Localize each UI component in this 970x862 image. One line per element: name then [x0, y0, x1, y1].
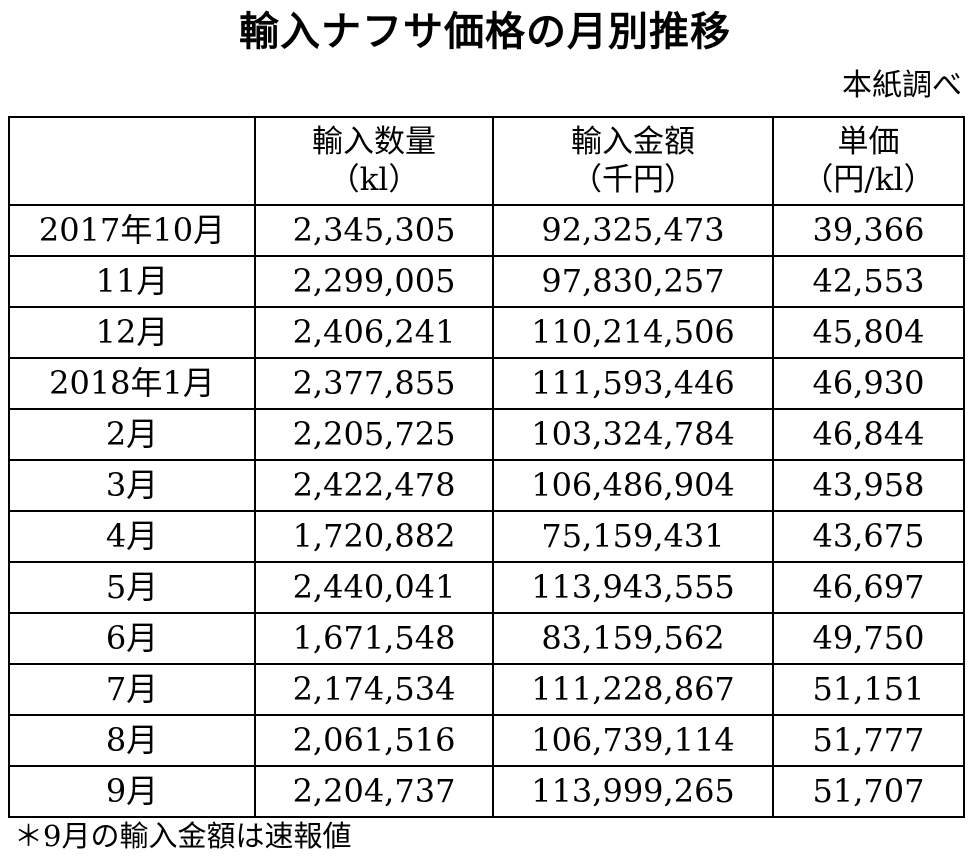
table-header: 輸入数量 （kl） 輸入金額 （千円） 単価 （円/kl）: [8, 116, 965, 206]
table-body: 2017年10月 2,345,305 92,325,473 39,366 11月 2,29…: [8, 204, 965, 818]
cell-amount: 111,593,446: [492, 357, 774, 410]
header-volume-label: 輸入数量: [312, 124, 436, 160]
table-row: 7月 2,174,534 111,228,867 51,151: [8, 663, 965, 716]
table-row: 2018年1月 2,377,855 111,593,446 46,930: [8, 357, 965, 410]
header-amount-unit: （千円）: [571, 162, 695, 198]
price-table: 輸入数量 （kl） 輸入金額 （千円） 単価 （円/kl） 2017年10月 2,…: [8, 116, 965, 818]
cell-volume: 2,299,005: [254, 255, 494, 308]
cell-period: 2月: [8, 408, 256, 461]
cell-period: 9月: [8, 765, 256, 818]
header-volume-unit: （kl）: [328, 162, 420, 198]
footnote: ＊9月の輸入金額は速報値: [14, 819, 352, 853]
table-row: 8月 2,061,516 106,739,114 51,777: [8, 714, 965, 767]
cell-period: 11月: [8, 255, 256, 308]
header-cell-unit-price: 単価 （円/kl）: [772, 116, 965, 206]
header-amount-label: 輸入金額: [571, 124, 695, 160]
cell-period: 5月: [8, 561, 256, 614]
cell-period: 2018年1月: [8, 357, 256, 410]
cell-period: 8月: [8, 714, 256, 767]
cell-amount: 113,943,555: [492, 561, 774, 614]
cell-unit-price: 46,930: [772, 357, 965, 410]
cell-period: 2017年10月: [8, 204, 256, 257]
cell-amount: 113,999,265: [492, 765, 774, 818]
cell-period: 7月: [8, 663, 256, 716]
cell-volume: 2,204,737: [254, 765, 494, 818]
table-row: 5月 2,440,041 113,943,555 46,697: [8, 561, 965, 614]
table-row: 2月 2,205,725 103,324,784 46,844: [8, 408, 965, 461]
source-note: 本紙調べ: [842, 68, 962, 103]
cell-amount: 111,228,867: [492, 663, 774, 716]
cell-volume: 2,174,534: [254, 663, 494, 716]
header-unit-price-unit: （円/kl）: [802, 162, 935, 198]
cell-volume: 2,345,305: [254, 204, 494, 257]
cell-unit-price: 39,366: [772, 204, 965, 257]
cell-unit-price: 43,958: [772, 459, 965, 512]
header-cell-period: [8, 116, 256, 206]
cell-period: 4月: [8, 510, 256, 563]
cell-unit-price: 49,750: [772, 612, 965, 665]
cell-unit-price: 46,844: [772, 408, 965, 461]
header-unit-price-label: 単価: [837, 124, 900, 160]
page-title: 輸入ナフサ価格の月別推移: [239, 9, 731, 55]
cell-amount: 97,830,257: [492, 255, 774, 308]
header-cell-volume: 輸入数量 （kl）: [254, 116, 494, 206]
cell-amount: 92,325,473: [492, 204, 774, 257]
cell-volume: 2,406,241: [254, 306, 494, 359]
table-row: 12月 2,406,241 110,214,506 45,804: [8, 306, 965, 359]
cell-volume: 2,422,478: [254, 459, 494, 512]
cell-amount: 106,739,114: [492, 714, 774, 767]
table-row: 11月 2,299,005 97,830,257 42,553: [8, 255, 965, 308]
header-row: 輸入数量 （kl） 輸入金額 （千円） 単価 （円/kl）: [8, 116, 965, 206]
cell-amount: 110,214,506: [492, 306, 774, 359]
cell-amount: 103,324,784: [492, 408, 774, 461]
cell-unit-price: 51,777: [772, 714, 965, 767]
cell-unit-price: 51,151: [772, 663, 965, 716]
cell-volume: 2,440,041: [254, 561, 494, 614]
table-row: 6月 1,671,548 83,159,562 49,750: [8, 612, 965, 665]
cell-unit-price: 42,553: [772, 255, 965, 308]
table-row: 2017年10月 2,345,305 92,325,473 39,366: [8, 204, 965, 257]
cell-volume: 2,377,855: [254, 357, 494, 410]
table-row: 9月 2,204,737 113,999,265 51,707: [8, 765, 965, 818]
cell-unit-price: 51,707: [772, 765, 965, 818]
cell-volume: 1,720,882: [254, 510, 494, 563]
cell-unit-price: 43,675: [772, 510, 965, 563]
cell-amount: 75,159,431: [492, 510, 774, 563]
table-row: 3月 2,422,478 106,486,904 43,958: [8, 459, 965, 512]
cell-volume: 2,061,516: [254, 714, 494, 767]
cell-amount: 83,159,562: [492, 612, 774, 665]
cell-volume: 1,671,548: [254, 612, 494, 665]
cell-volume: 2,205,725: [254, 408, 494, 461]
table-row: 4月 1,720,882 75,159,431 43,675: [8, 510, 965, 563]
header-cell-amount: 輸入金額 （千円）: [492, 116, 774, 206]
cell-unit-price: 46,697: [772, 561, 965, 614]
cell-unit-price: 45,804: [772, 306, 965, 359]
cell-amount: 106,486,904: [492, 459, 774, 512]
cell-period: 3月: [8, 459, 256, 512]
cell-period: 6月: [8, 612, 256, 665]
cell-period: 12月: [8, 306, 256, 359]
